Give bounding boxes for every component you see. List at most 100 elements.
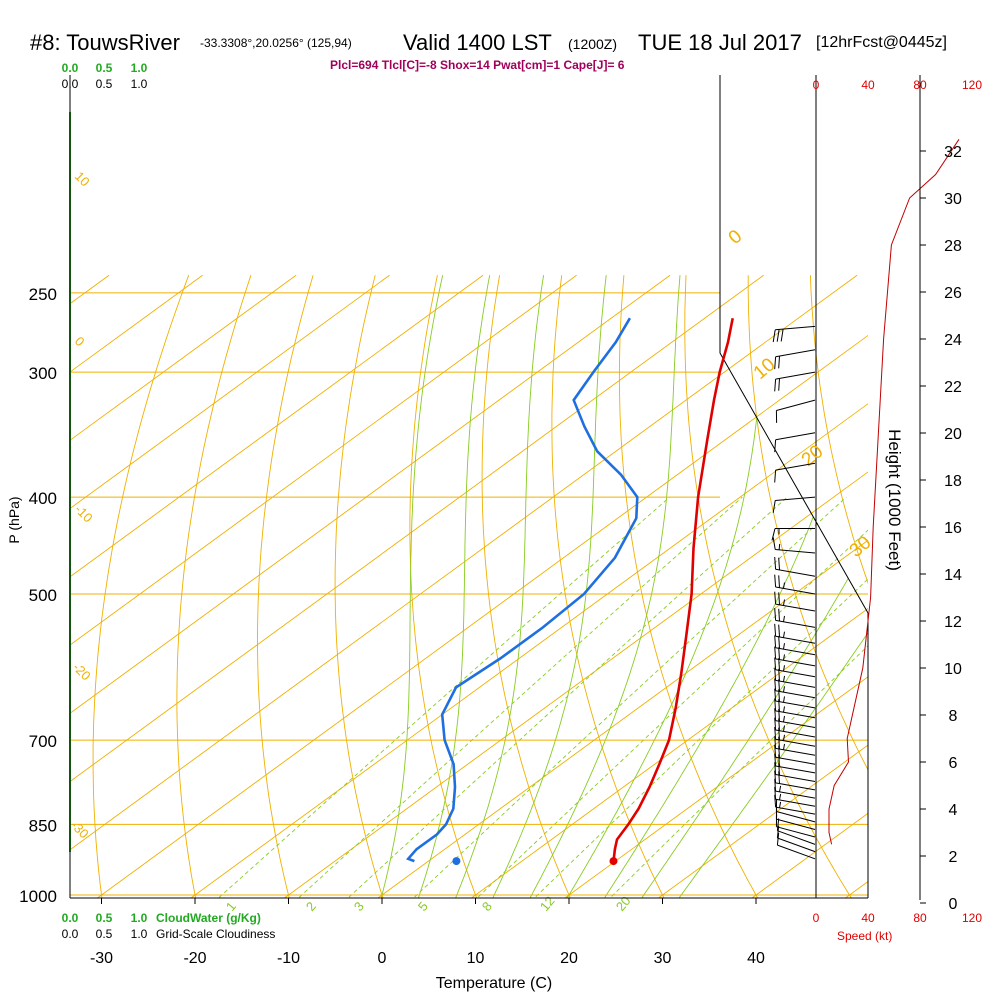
- pressure-tick-label: 1000: [19, 887, 57, 906]
- barb-feather: [774, 657, 777, 670]
- barb-shaft: [775, 806, 816, 815]
- speed-tick-bottom: 80: [913, 911, 927, 925]
- isotherm-label: 10: [72, 169, 93, 190]
- barb-feather: [778, 762, 780, 776]
- wind-barb: [776, 832, 816, 860]
- pressure-tick-label: 300: [29, 364, 57, 383]
- barb-half-feather: [779, 801, 782, 808]
- isotherm: [70, 274, 390, 510]
- barb-shaft: [775, 798, 816, 807]
- barb-shaft: [775, 432, 816, 441]
- speed-tick-top: 0: [813, 78, 820, 92]
- barb-feather: [774, 439, 777, 453]
- barb-feather: [774, 708, 777, 721]
- height-tick-label: 10: [944, 661, 962, 678]
- wind-barb: [774, 556, 816, 577]
- barb-shaft: [775, 756, 816, 765]
- isotherm: [70, 274, 858, 851]
- speed-tick-top: 80: [913, 78, 927, 92]
- speed-tick-bottom: 0: [813, 911, 820, 925]
- cloudwater-label: CloudWater (g/Kg): [156, 911, 261, 925]
- wind-barb: [774, 726, 816, 747]
- dry-adiabat: [409, 275, 478, 898]
- barb-feather: [778, 356, 780, 369]
- isotherm: [96, 334, 868, 898]
- wind-barb: [772, 537, 816, 554]
- mixing-ratio-label: 20: [613, 893, 634, 914]
- barb-feather: [778, 557, 780, 571]
- barb-feather: [772, 500, 776, 513]
- cloudwater-tick-bottom: 1.0: [131, 911, 148, 925]
- wind-barb: [772, 325, 816, 343]
- barb-shaft: [775, 549, 816, 554]
- stability-indices: Plcl=694 Tlcl[C]=-8 Shox=14 Pwat[cm]=1 C…: [330, 58, 625, 72]
- barb-shaft: [775, 720, 816, 728]
- isotherm-label: -30: [68, 818, 92, 842]
- isotherm-label: 0: [72, 334, 88, 350]
- barb-half-feather: [778, 543, 781, 550]
- barb-feather: [774, 591, 777, 605]
- barb-feather: [778, 624, 780, 637]
- wind-barb: [772, 496, 816, 513]
- barb-shaft: [775, 790, 816, 799]
- height-tick-label: 16: [944, 520, 962, 537]
- barb-half-feather: [783, 725, 785, 732]
- barb-half-feather: [783, 599, 785, 606]
- wind-barb: [774, 371, 816, 392]
- barb-shaft: [775, 738, 816, 747]
- wind-barb: [774, 770, 816, 791]
- speed-tick-top: 40: [861, 78, 875, 92]
- dry-adiabat: [551, 275, 665, 898]
- chart-title: #8: TouwsRiver -33.3308°,20.0256° (125,9…: [0, 30, 1000, 60]
- barb-feather: [778, 378, 780, 391]
- isotherm-label: -20: [70, 660, 94, 684]
- dry-adiabat: [618, 275, 759, 898]
- barb-shaft: [775, 619, 816, 628]
- barb-shaft: [775, 747, 816, 756]
- pressure-tick-label: 500: [29, 586, 57, 605]
- barb-shaft: [775, 568, 816, 577]
- speed-tick-top: 120: [962, 78, 982, 92]
- mixing-ratio-line: [476, 529, 868, 898]
- height-tick-label: 12: [944, 614, 962, 631]
- cloudiness-tick-bottom: 1.0: [131, 927, 148, 941]
- isotherm: [70, 274, 764, 783]
- mixing-ratio-lines: [217, 496, 868, 898]
- barb-half-feather: [779, 785, 782, 792]
- cloudiness-tick-top: 0.0: [62, 77, 79, 91]
- height-tick-label: 2: [949, 849, 958, 866]
- barb-half-feather: [783, 734, 785, 741]
- mixing-ratio-line: [217, 496, 670, 898]
- cloudiness-tick-bottom: 0.5: [96, 927, 113, 941]
- barb-shaft: [775, 765, 816, 774]
- wind-barb: [774, 646, 816, 667]
- mixing-ratio-line: [412, 496, 847, 898]
- barb-feather: [778, 754, 780, 767]
- barb-shaft: [775, 462, 816, 471]
- dry-adiabat: [747, 275, 868, 771]
- barb-shaft: [775, 371, 816, 380]
- temperature-line: [612, 317, 734, 862]
- barb-feather: [774, 646, 777, 659]
- wind-barb: [775, 399, 816, 423]
- mixing-ratio-label: 2: [303, 899, 319, 914]
- barb-shaft: [777, 837, 816, 853]
- barb-shaft: [775, 496, 816, 501]
- cloudwater-tick-top: 1.0: [131, 61, 148, 75]
- wind-barb: [774, 623, 816, 644]
- wind-barb: [771, 528, 815, 541]
- barb-shaft: [775, 647, 816, 656]
- surface-temperature-dot: [609, 857, 618, 866]
- cloudiness-tick-top: 0.5: [96, 77, 113, 91]
- pressure-tick-label: 250: [29, 285, 57, 304]
- barb-feather: [774, 762, 777, 775]
- valid-zulu: (1200Z): [568, 36, 618, 52]
- barb-feather: [778, 771, 780, 784]
- barb-feather: [778, 575, 780, 588]
- barb-feather: [774, 623, 777, 637]
- dry-adiabat: [92, 275, 190, 898]
- barb-shaft: [775, 782, 816, 791]
- barb-shaft: [776, 811, 816, 823]
- moist-adiabats: [375, 275, 868, 898]
